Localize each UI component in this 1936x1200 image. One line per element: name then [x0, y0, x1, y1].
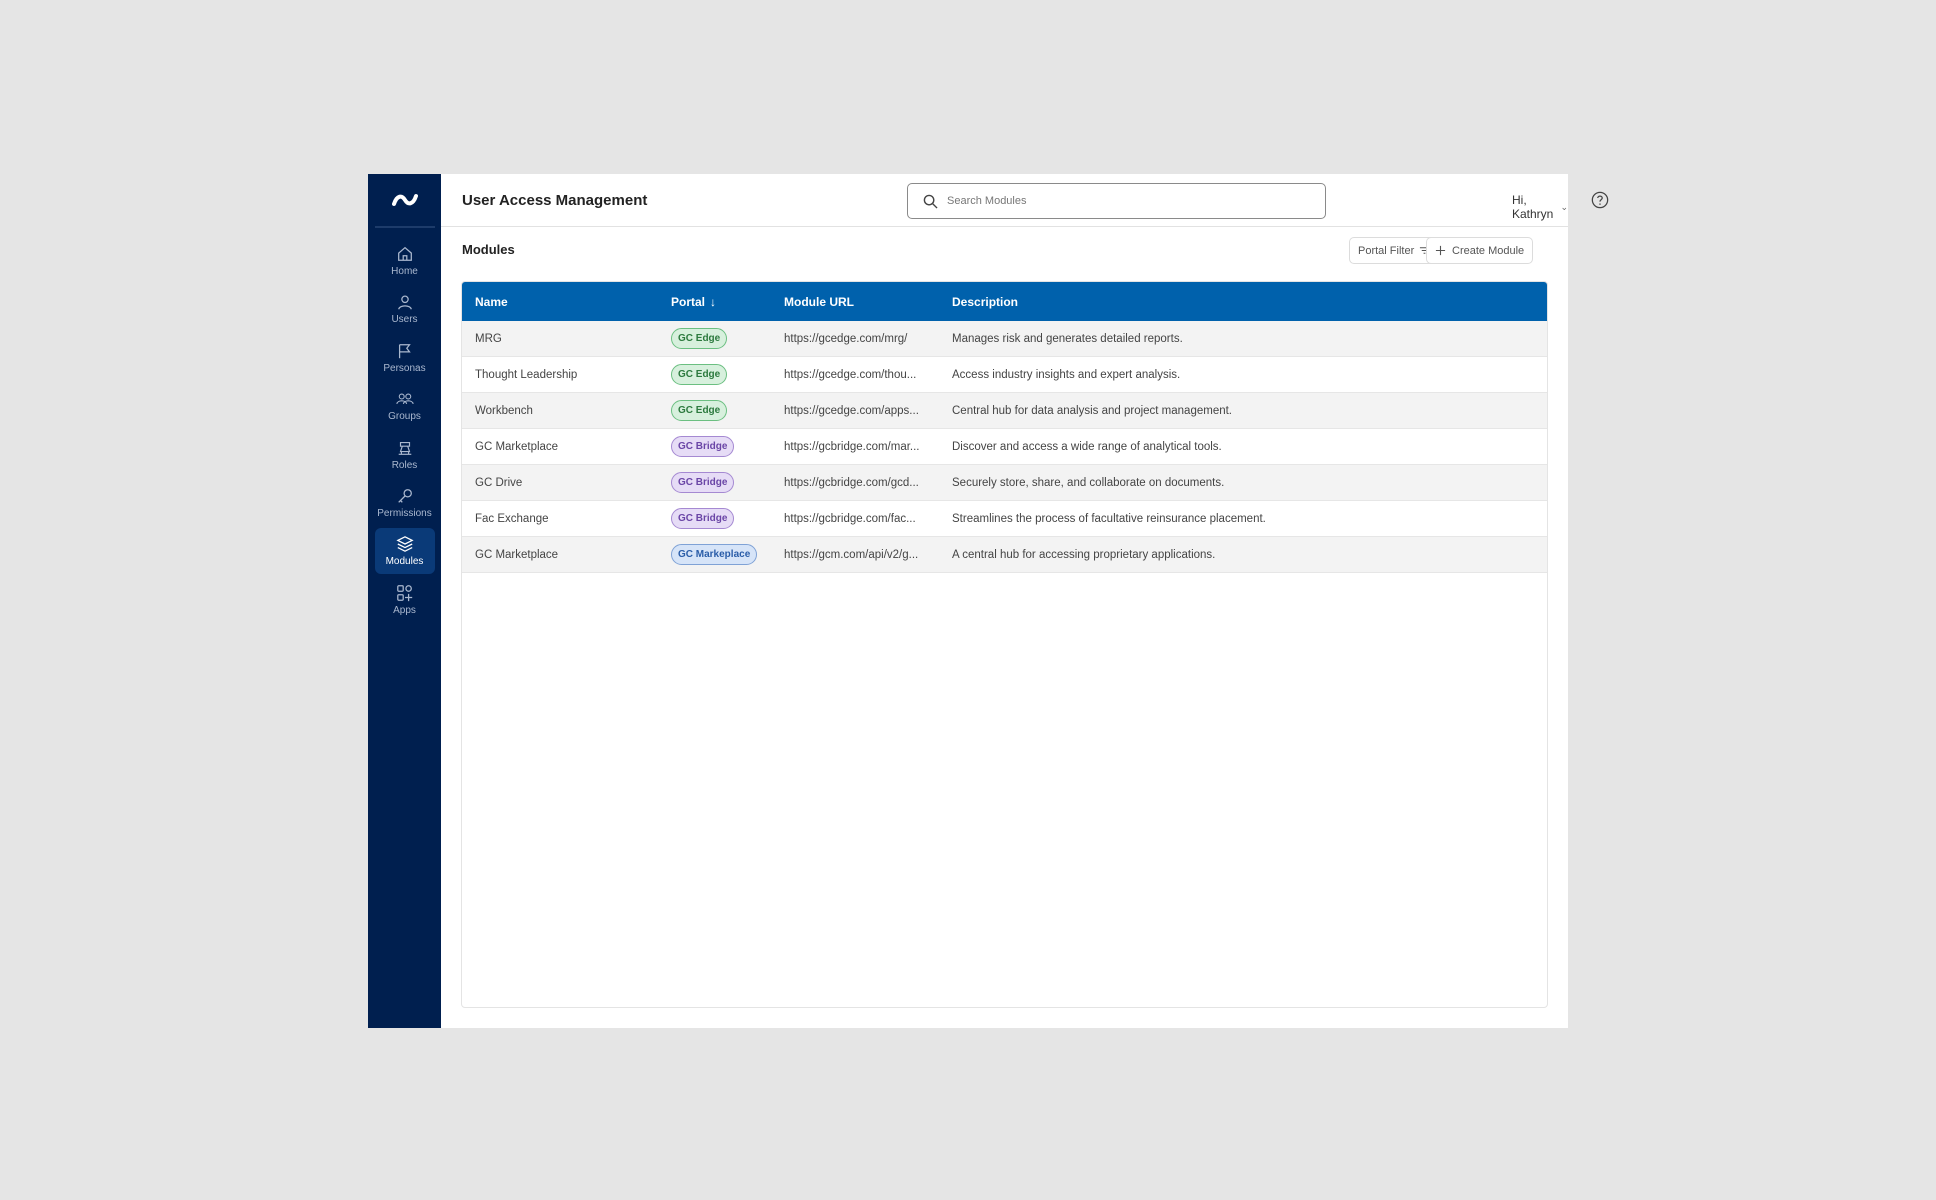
search-icon [923, 194, 938, 209]
cell-url: https://gcedge.com/thou... [784, 368, 917, 381]
cell-url: https://gcbridge.com/fac... [784, 512, 916, 525]
table-row[interactable]: GC Drive GC Bridge https://gcbridge.com/… [462, 465, 1547, 501]
cell-description: Access industry insights and expert anal… [952, 368, 1181, 381]
table-row[interactable]: Fac Exchange GC Bridge https://gcbridge.… [462, 501, 1547, 537]
portal-filter-button[interactable]: Portal Filter [1349, 237, 1440, 264]
main-panel: User Access Management Hi, Kathryn ⌄ Mod… [441, 174, 1609, 1028]
cell-url: https://gcbridge.com/mar... [784, 440, 920, 453]
sidebar-item-home[interactable]: Home [375, 238, 435, 284]
user-icon [397, 295, 412, 310]
sidebar-item-label: Home [391, 266, 418, 277]
cell-description: Manages risk and generates detailed repo… [952, 332, 1183, 345]
cell-name: Thought Leadership [475, 368, 578, 381]
logo[interactable] [374, 174, 435, 228]
portal-badge: GC Edge [671, 400, 728, 421]
sidebar-item-permissions[interactable]: Permissions [375, 480, 435, 526]
portal-badge: GC Edge [671, 328, 728, 349]
cell-description: Securely store, share, and collaborate o… [952, 476, 1225, 489]
search-box[interactable] [907, 183, 1326, 219]
app-title: User Access Management [462, 192, 648, 209]
page-title: Modules [462, 242, 515, 257]
user-greeting: Hi, Kathryn [1512, 193, 1554, 221]
cell-name: MRG [475, 332, 502, 345]
roles-icon [398, 441, 411, 455]
key-icon [397, 489, 412, 503]
cell-description: Central hub for data analysis and projec… [952, 404, 1232, 417]
sidebar-item-label: Personas [383, 362, 426, 374]
sidebar-item-label: Roles [391, 459, 418, 471]
sidebar-item-label: Groups [388, 411, 421, 423]
sidebar-item-modules[interactable]: Modules [374, 528, 435, 575]
group-icon [395, 393, 414, 405]
table-row[interactable]: MRG GC Edge https://gcedge.com/mrg/ Mana… [462, 321, 1547, 357]
column-header-url[interactable]: Module URL [784, 294, 854, 309]
flag-icon [398, 343, 411, 358]
column-header-portal-label: Portal [671, 294, 706, 309]
layers-icon [395, 536, 414, 553]
portal-filter-label: Portal Filter [1358, 244, 1415, 257]
portal-badge: GC Bridge [671, 436, 735, 457]
plus-icon [1435, 245, 1446, 256]
column-header-description[interactable]: Description [952, 294, 1019, 309]
table-row[interactable]: GC Marketplace GC Markeplace https://gcm… [462, 537, 1547, 573]
table-row[interactable]: GC Marketplace GC Bridge https://gcbridg… [462, 429, 1547, 465]
cell-name: GC Marketplace [475, 548, 559, 561]
cell-name: Fac Exchange [475, 512, 549, 525]
search-input[interactable] [947, 195, 1307, 207]
cell-name: GC Drive [475, 476, 523, 489]
sidebar-item-users[interactable]: Users [375, 286, 435, 332]
sort-down-icon: ↓ [710, 294, 717, 309]
sidebar-item-apps[interactable]: Apps [375, 577, 435, 623]
sidebar-item-groups[interactable]: Groups [375, 383, 435, 429]
cell-description: Streamlines the process of facultative r… [952, 512, 1266, 525]
modules-table: Name Portal ↓ Module URL Description MRG… [461, 281, 1548, 1008]
sidebar-item-label: Modules [385, 556, 424, 568]
sidebar-item-label: Users [391, 314, 418, 326]
portal-badge: GC Bridge [671, 508, 735, 529]
cell-name: Workbench [475, 404, 533, 417]
sidebar-item-roles[interactable]: Roles [375, 432, 435, 478]
cell-url: https://gcedge.com/apps... [784, 404, 919, 417]
create-module-label: Create Module [1452, 244, 1525, 257]
user-menu[interactable]: Hi, Kathryn ⌄ [1512, 193, 1568, 221]
column-header-portal[interactable]: Portal ↓ [659, 295, 772, 309]
portal-badge: GC Edge [671, 364, 728, 385]
table-header: Name Portal ↓ Module URL Description [462, 282, 1547, 321]
app-window: Home Users Personas Groups Roles Permiss… [368, 174, 1609, 1028]
column-header-name[interactable]: Name [475, 294, 508, 309]
cell-name: GC Marketplace [475, 440, 559, 453]
top-bar: User Access Management Hi, Kathryn ⌄ [441, 174, 1609, 227]
cell-description: A central hub for accessing proprietary … [952, 548, 1216, 561]
home-icon [397, 246, 412, 261]
cell-description: Discover and access a wide range of anal… [952, 440, 1222, 453]
table-row[interactable]: Thought Leadership GC Edge https://gcedg… [462, 357, 1547, 393]
portal-badge: GC Markeplace [671, 544, 758, 565]
cell-url: https://gcedge.com/mrg/ [784, 332, 908, 345]
help-icon[interactable] [1591, 191, 1609, 209]
content-area: Modules Portal Filter Create Module Name… [441, 227, 1568, 1028]
cell-url: https://gcm.com/api/v2/g... [784, 548, 919, 561]
cell-url: https://gcbridge.com/gcd... [784, 476, 919, 489]
portal-badge: GC Bridge [671, 472, 735, 493]
sidebar-item-personas[interactable]: Personas [375, 335, 435, 381]
sidebar-item-label: Permissions [377, 507, 432, 519]
create-module-button[interactable]: Create Module [1426, 237, 1534, 264]
chevron-down-icon: ⌄ [1560, 201, 1568, 212]
logo-icon [391, 194, 418, 206]
sidebar: Home Users Personas Groups Roles Permiss… [368, 174, 441, 1028]
table-row[interactable]: Workbench GC Edge https://gcedge.com/app… [462, 393, 1547, 429]
apps-icon [396, 584, 412, 601]
sidebar-item-label: Apps [393, 604, 416, 616]
